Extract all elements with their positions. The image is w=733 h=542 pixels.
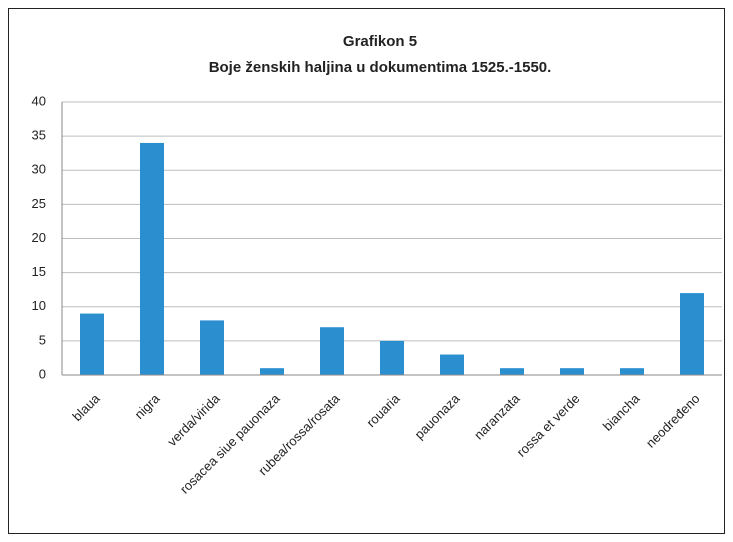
y-tick-label: 10 xyxy=(32,298,46,313)
bar xyxy=(500,368,524,375)
bar xyxy=(620,368,644,375)
chart-title: Grafikon 5 xyxy=(343,33,417,50)
bar xyxy=(260,368,284,375)
y-tick-label: 0 xyxy=(39,366,46,381)
bar xyxy=(140,142,164,375)
bar xyxy=(380,340,404,375)
bar xyxy=(560,368,584,375)
y-tick-label: 40 xyxy=(32,93,46,108)
bar xyxy=(440,354,464,375)
y-tick-label: 15 xyxy=(32,264,46,279)
y-tick-label: 25 xyxy=(32,196,46,211)
y-tick-label: 35 xyxy=(32,128,46,143)
bar xyxy=(200,320,224,375)
y-tick-label: 30 xyxy=(32,162,46,177)
chart-border xyxy=(8,8,725,534)
chart-subtitle: Boje ženskih haljina u dokumentima 1525.… xyxy=(209,59,552,76)
y-tick-label: 5 xyxy=(39,332,46,347)
y-tick-label: 20 xyxy=(32,230,46,245)
bar xyxy=(320,327,344,375)
bar xyxy=(80,313,104,375)
bar xyxy=(680,293,704,375)
